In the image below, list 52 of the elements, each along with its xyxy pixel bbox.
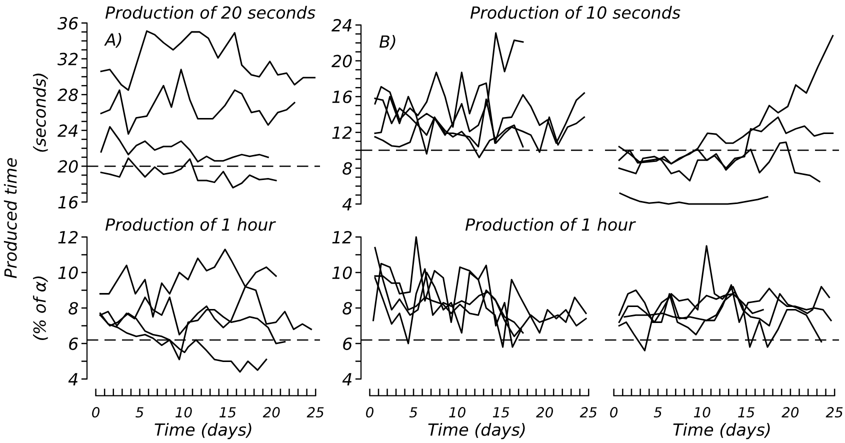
y-tick-label: 8 — [342, 302, 352, 315]
x-tick-label: 20 — [262, 407, 280, 418]
x-tick-label: 10 — [449, 407, 466, 418]
x-tick-label: 10 — [694, 407, 710, 418]
annotation: B) — [379, 34, 396, 50]
x-tick-label: 5 — [409, 407, 418, 418]
y-tick-label: 8 — [342, 162, 352, 175]
annotation: A) — [104, 32, 122, 48]
y-tick-label: 6 — [343, 337, 352, 350]
x-tick-label: 15 — [220, 407, 236, 418]
x-tick-label: 15 — [492, 407, 510, 418]
x-tick-label: 5 — [654, 407, 662, 418]
y-tick-label: 20 — [332, 54, 352, 68]
x-tick-label: 20 — [536, 407, 553, 418]
y-tick-label: 36 — [57, 16, 78, 30]
x-axis-title: Time (days) — [428, 422, 525, 440]
y-tick-label: 24 — [332, 18, 352, 32]
y-tick-label: 16 — [332, 90, 352, 104]
y-tick-label: 12 — [332, 230, 352, 244]
x-tick-label: 20 — [782, 407, 799, 418]
x-tick-label: 5 — [136, 407, 144, 418]
chart-title: Production of 10 seconds — [470, 6, 680, 19]
y-tick-label: 10 — [58, 266, 78, 280]
x-tick-label: 25 — [306, 407, 324, 418]
y-tick-label: 4 — [68, 373, 78, 386]
text: Produced time — [4, 158, 17, 278]
y-tick-label: 28 — [58, 88, 78, 102]
x-tick-label: 0 — [92, 407, 100, 418]
x-tick-label: 15 — [738, 407, 754, 418]
y-axis-title: (% of α) — [32, 276, 48, 340]
y-tick-label: 16 — [58, 196, 78, 209]
y-tick-label: 4 — [342, 373, 352, 386]
x-tick-label: 0 — [610, 407, 618, 418]
x-tick-label: 25 — [826, 407, 843, 418]
y-axis-title: (seconds) — [32, 74, 48, 152]
y-tick-label: 32 — [57, 52, 78, 66]
chart-title: Production of 1 hour — [465, 218, 636, 231]
chart-title: Production of 1 hour — [105, 218, 276, 231]
y-tick-label: 4 — [342, 198, 352, 210]
x-axis-title: Time (days) — [673, 422, 770, 440]
x-axis-title: Time (days) — [154, 422, 252, 440]
y-tick-label: 10 — [332, 266, 352, 280]
y-tick-label: 20 — [58, 160, 78, 173]
y-tick-label: 6 — [69, 337, 78, 350]
y-tick-label: 12 — [58, 230, 78, 244]
x-tick-label: 0 — [366, 407, 374, 418]
chart-title: Production of 20 seconds — [105, 6, 316, 19]
x-tick-label: 10 — [176, 407, 192, 418]
x-tick-label: 25 — [580, 407, 597, 418]
y-tick-label: 8 — [68, 302, 78, 315]
y-tick-label: 12 — [332, 126, 352, 139]
y-tick-label: 24 — [58, 124, 78, 137]
